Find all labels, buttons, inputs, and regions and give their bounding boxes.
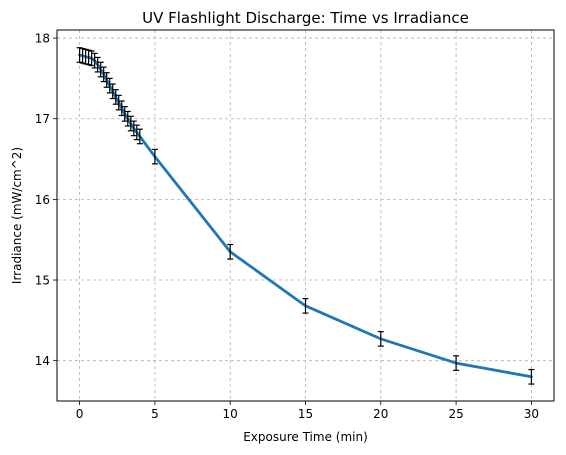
error-bars: [76, 47, 535, 385]
error-bar: [115, 94, 122, 111]
error-bar: [121, 106, 128, 122]
y-ticks: 14 15 16 17 18: [35, 32, 57, 368]
grid: [57, 30, 554, 401]
error-bar: [76, 47, 83, 63]
error-bar: [151, 148, 158, 165]
error-bar: [453, 355, 460, 371]
error-bar: [112, 89, 119, 105]
error-bar: [227, 243, 234, 260]
error-bar: [97, 61, 104, 78]
y-tick-label: 15: [35, 274, 50, 288]
x-tick-label: 25: [448, 407, 463, 421]
error-bar: [124, 110, 131, 127]
error-bar: [133, 124, 140, 141]
x-tick-label: 20: [373, 407, 388, 421]
error-bar: [79, 47, 86, 64]
error-bar: [106, 77, 113, 94]
error-bar: [377, 331, 384, 347]
x-tick-label: 15: [298, 407, 313, 421]
y-tick-label: 14: [35, 354, 50, 368]
y-axis-label: Irradiance (mW/cm^2): [10, 147, 24, 284]
error-bar: [82, 48, 89, 65]
error-bar: [127, 115, 134, 132]
error-bar: [85, 49, 92, 66]
y-tick-label: 18: [35, 32, 50, 46]
error-bar: [302, 297, 309, 314]
error-bar: [100, 66, 107, 83]
error-bar: [91, 52, 98, 69]
x-ticks: 0 5 10 15 20 25 30: [76, 401, 539, 421]
y-tick-label: 16: [35, 193, 50, 207]
y-tick-label: 17: [35, 112, 50, 126]
error-bar: [94, 56, 101, 73]
x-axis-label: Exposure Time (min): [243, 430, 368, 444]
x-tick-label: 0: [76, 407, 84, 421]
chart-title: UV Flashlight Discharge: Time vs Irradia…: [142, 9, 469, 27]
error-bar: [136, 128, 143, 145]
x-tick-label: 5: [151, 407, 159, 421]
x-tick-label: 30: [524, 407, 539, 421]
error-bar: [528, 368, 535, 385]
error-bar: [103, 72, 110, 88]
x-tick-label: 10: [223, 407, 238, 421]
error-bar: [88, 50, 95, 67]
error-bar: [130, 120, 137, 137]
error-bar: [118, 100, 125, 117]
error-bar: [109, 83, 116, 100]
